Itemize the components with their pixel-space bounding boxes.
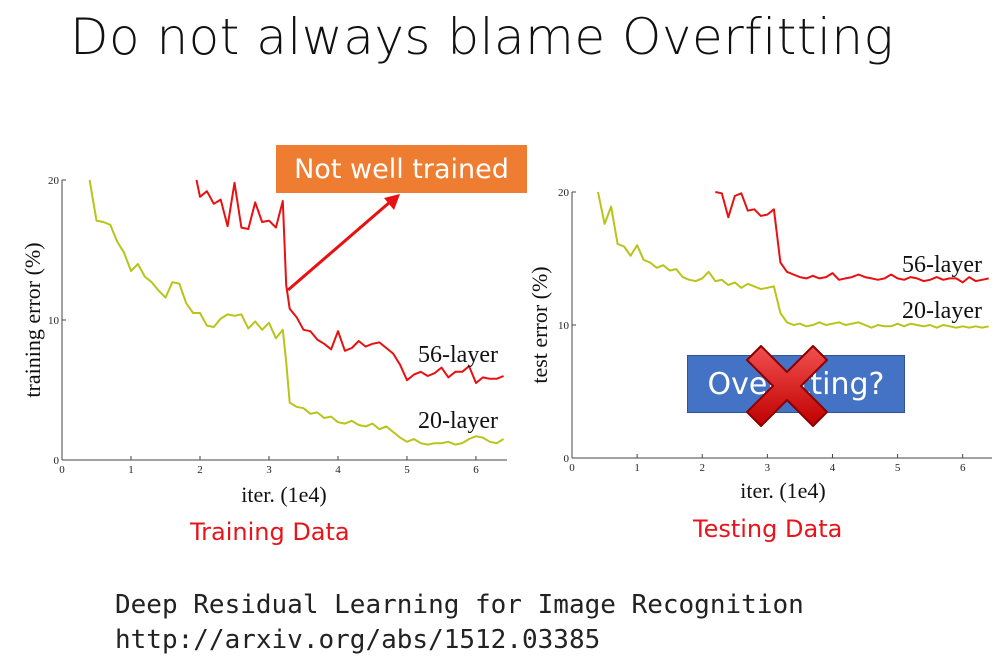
x-tick-label: 4 bbox=[335, 464, 341, 476]
training-error-chart: 0 1 2 3 4 5 6 0 10 20 56-layer 20-layer iter. (1e4) t… bbox=[20, 175, 507, 507]
x-tick-label: 6 bbox=[960, 462, 966, 474]
reference-url: http://arxiv.org/abs/1512.03385 bbox=[115, 625, 601, 655]
arrow bbox=[287, 194, 400, 292]
series-20-layer-line bbox=[597, 191, 989, 329]
arrow-line bbox=[287, 200, 391, 292]
y-axis-label: test error (%) bbox=[527, 266, 552, 383]
series-20-layer-line bbox=[88, 179, 505, 446]
x-tick-label: 2 bbox=[197, 464, 203, 476]
x-tick-label: 3 bbox=[765, 462, 771, 474]
x-tick-label: 5 bbox=[895, 462, 901, 474]
series-56-layer-label: 56-layer bbox=[418, 342, 498, 368]
red-x-icon bbox=[746, 345, 828, 427]
y-tick-label: 0 bbox=[54, 455, 60, 467]
training-data-caption: Training Data bbox=[190, 518, 350, 546]
x-axis-label: iter. (1e4) bbox=[241, 482, 327, 507]
series-56-layer-line bbox=[195, 179, 504, 384]
x-tick-label: 0 bbox=[59, 464, 65, 476]
x-tick-label: 4 bbox=[830, 462, 836, 474]
y-axis-label: training error (%) bbox=[20, 242, 45, 397]
series-20-layer-label: 20-layer bbox=[902, 298, 982, 324]
testing-data-caption: Testing Data bbox=[693, 515, 843, 543]
x-tick-label: 5 bbox=[404, 464, 410, 476]
x-tick-label: 0 bbox=[569, 462, 575, 474]
y-tick-label: 10 bbox=[48, 315, 60, 327]
y-tick-label: 10 bbox=[558, 320, 570, 332]
x-tick-label: 1 bbox=[128, 464, 134, 476]
arrow-head-icon bbox=[384, 194, 400, 210]
test-error-chart: 0 1 2 3 4 5 6 0 10 20 56-layer 20-layer iter. (1e4) t… bbox=[527, 187, 992, 503]
reference-title: Deep Residual Learning for Image Recogni… bbox=[115, 590, 804, 620]
x-tick-label: 2 bbox=[699, 462, 705, 474]
x-tick-label: 1 bbox=[634, 462, 640, 474]
y-tick-label: 20 bbox=[558, 187, 570, 199]
y-tick-label: 0 bbox=[564, 453, 570, 465]
x-tick-label: 6 bbox=[473, 464, 479, 476]
series-56-layer-label: 56-layer bbox=[902, 252, 982, 278]
slide-title: Do not always blame Overfitting bbox=[70, 8, 895, 66]
series-56-layer-line bbox=[715, 191, 989, 284]
y-tick-label: 20 bbox=[48, 175, 60, 187]
x-tick-label: 3 bbox=[266, 464, 272, 476]
series-20-layer-label: 20-layer bbox=[418, 408, 498, 434]
not-well-trained-callout: Not well trained bbox=[276, 145, 527, 193]
x-axis-label: iter. (1e4) bbox=[740, 478, 826, 503]
